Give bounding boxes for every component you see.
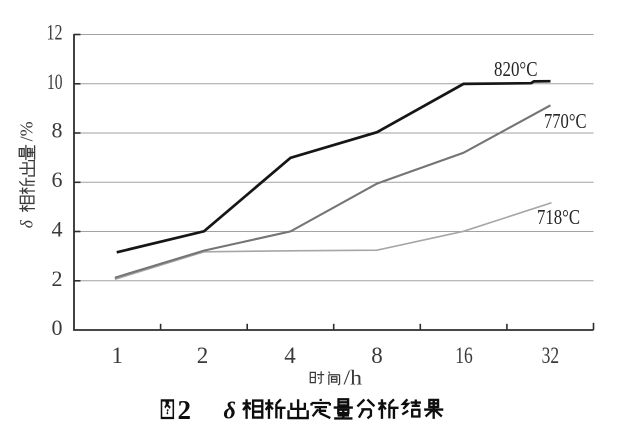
svg-text:4: 4	[52, 217, 63, 242]
svg-text:32: 32	[542, 343, 560, 368]
svg-text:4: 4	[284, 343, 296, 368]
svg-text:δ: δ	[224, 399, 236, 425]
svg-text:δ: δ	[16, 219, 36, 228]
svg-text:10: 10	[47, 69, 63, 94]
svg-text:718°C: 718°C	[537, 205, 580, 229]
svg-text:12: 12	[47, 20, 63, 45]
svg-text:/h: /h	[344, 366, 363, 390]
svg-text:2: 2	[52, 266, 63, 291]
svg-text:2: 2	[178, 395, 192, 425]
svg-text:6: 6	[52, 167, 63, 192]
svg-text:0: 0	[52, 315, 63, 340]
svg-text:8: 8	[52, 118, 63, 143]
svg-text:820°C: 820°C	[494, 57, 538, 81]
svg-text:770°C: 770°C	[544, 109, 587, 133]
svg-text:/%: /%	[16, 121, 36, 141]
svg-text:8: 8	[371, 343, 383, 368]
svg-text:2: 2	[197, 343, 209, 368]
svg-text:16: 16	[455, 343, 473, 368]
svg-text:1: 1	[112, 343, 124, 368]
